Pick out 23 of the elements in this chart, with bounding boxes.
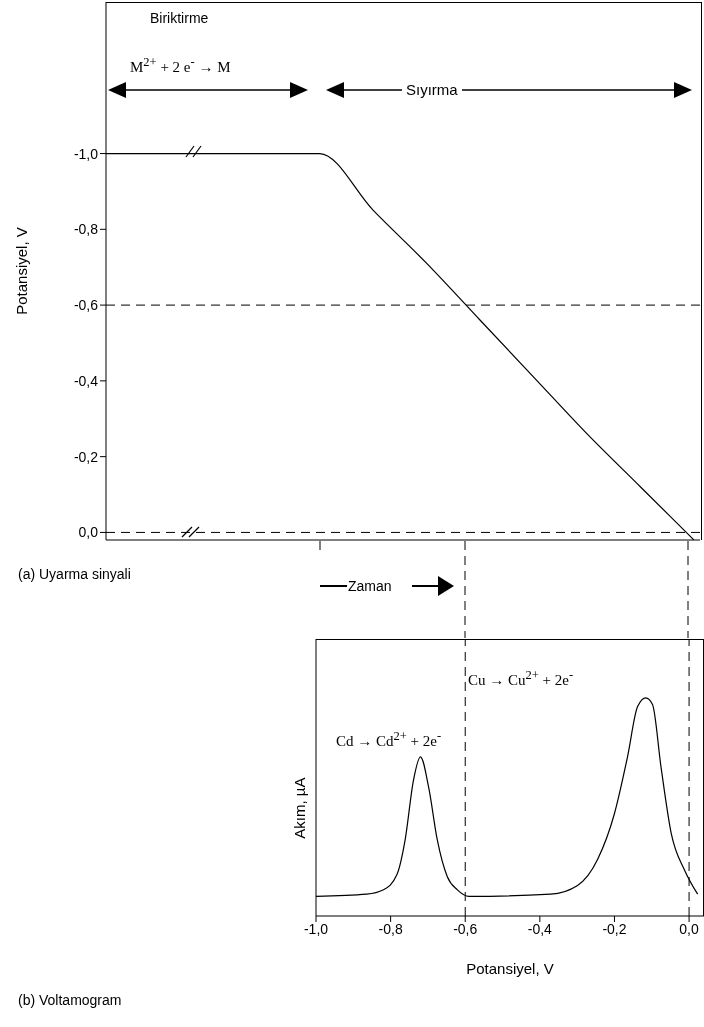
y-tick-label: -0,2	[73, 448, 99, 465]
annotation: M$^{2+}$ + 2 e$^{-}$ → M	[130, 54, 231, 77]
y-axis-title: Potansiyel, V	[13, 227, 31, 315]
y-tick-label: -0,8	[73, 221, 99, 238]
x-tick-label: -0,4	[527, 920, 553, 937]
x-axis-title: Potansiyel, V	[466, 960, 554, 977]
text: (a) Uyarma sinyali	[18, 565, 131, 584]
text: Zaman	[348, 577, 392, 596]
x-tick-label: -0,8	[378, 920, 403, 937]
annotation: Cd → Cd$^{2+}$ + 2e$^{-}$	[336, 728, 442, 751]
y-tick-label: -0,4	[73, 372, 99, 389]
text: Cu → Cu$^{2+}$ + 2e$^{-}$	[468, 667, 574, 690]
annotation: Sıyırma	[402, 80, 462, 100]
x-tick-label: -0,6	[453, 920, 478, 937]
y-axis-title: Akım, µA	[291, 777, 309, 839]
x-tick-label: 0,0	[679, 920, 700, 937]
y-tick-label: 0,0	[78, 524, 99, 541]
y-tick-label: -1,0	[73, 145, 99, 162]
x-tick-label: -1,0	[303, 920, 329, 937]
y-tick-label: -0,6	[73, 297, 99, 314]
annotation: Biriktirme	[150, 9, 209, 28]
x-tick-label: -0,2	[602, 920, 627, 937]
text: (b) Voltamogram	[18, 991, 122, 1010]
